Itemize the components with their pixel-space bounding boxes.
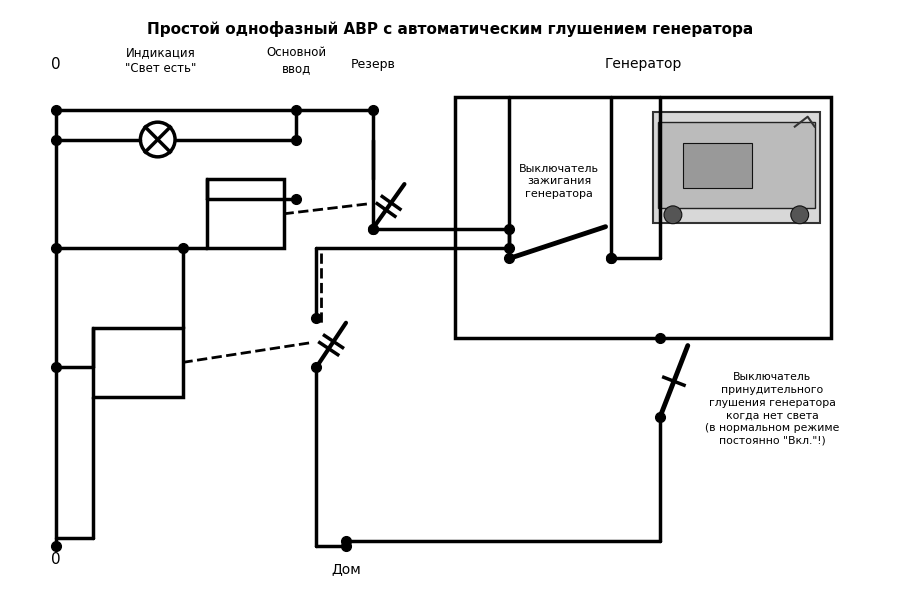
Bar xyxy=(455,97,832,338)
Text: Генератор: Генератор xyxy=(605,57,682,71)
Text: Индикация
"Свет есть": Индикация "Свет есть" xyxy=(125,46,196,75)
Text: Простой однофазный АВР с автоматическим глушением генератора: Простой однофазный АВР с автоматическим … xyxy=(147,20,753,37)
Text: Выключатель
принудительного
глушения генератора
когда нет света
(в нормальном ре: Выключатель принудительного глушения ген… xyxy=(705,372,839,446)
Bar xyxy=(683,143,752,188)
Bar xyxy=(207,179,284,248)
Text: 0: 0 xyxy=(51,552,60,567)
Circle shape xyxy=(791,206,808,224)
Text: Основной
ввод: Основной ввод xyxy=(266,46,327,75)
Text: Выключатель
зажигания
генератора: Выключатель зажигания генератора xyxy=(519,164,599,199)
Bar xyxy=(653,112,820,223)
Circle shape xyxy=(664,206,682,224)
Bar xyxy=(94,328,183,397)
Text: Дом: Дом xyxy=(331,562,361,577)
Text: 0: 0 xyxy=(51,57,60,72)
Bar xyxy=(658,122,814,208)
Text: Резерв: Резерв xyxy=(350,58,395,71)
